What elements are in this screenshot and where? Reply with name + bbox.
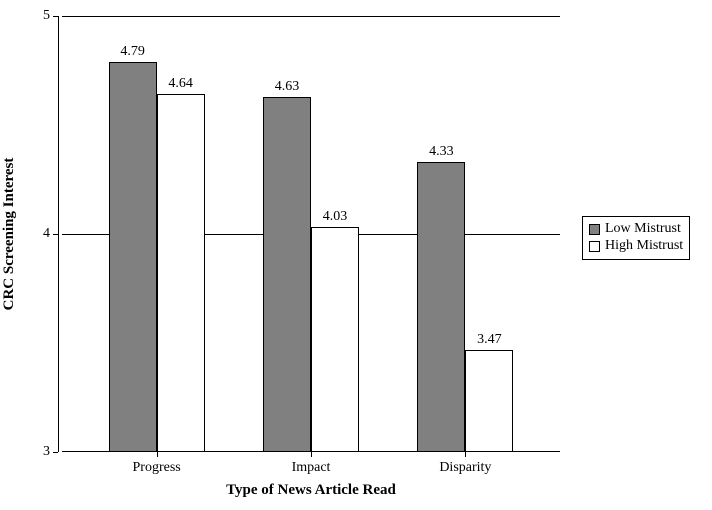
y-tick (53, 452, 58, 453)
bar-low-mistrust (263, 97, 311, 452)
x-tick-label: Disparity (439, 460, 491, 476)
y-tick-label: 5 (36, 8, 50, 24)
bar-high-mistrust (157, 94, 205, 452)
x-tick-label: Progress (132, 460, 180, 476)
y-tick-label: 4 (36, 226, 50, 242)
legend-swatch (589, 241, 600, 252)
bar-value-label: 3.47 (459, 332, 519, 348)
bar-value-label: 4.03 (305, 209, 365, 225)
legend-label: Low Mistrust (605, 221, 681, 238)
y-tick-label: 3 (36, 444, 50, 460)
x-axis-title: Type of News Article Read (226, 482, 396, 499)
bar-value-label: 4.79 (103, 44, 163, 60)
x-tick (311, 452, 312, 457)
legend-item-high-mistrust: High Mistrust (589, 238, 683, 255)
y-axis-title: CRC Screening Interest (1, 158, 18, 311)
y-tick (53, 234, 58, 235)
bar-value-label: 4.64 (151, 76, 211, 92)
y-axis-line (58, 16, 59, 452)
bar-high-mistrust (465, 350, 513, 452)
legend-swatch (589, 224, 600, 235)
legend-label: High Mistrust (605, 238, 683, 255)
legend-item-low-mistrust: Low Mistrust (589, 221, 683, 238)
bar-low-mistrust (109, 62, 157, 452)
y-tick (53, 16, 58, 17)
legend: Low Mistrust High Mistrust (582, 216, 690, 260)
bar-value-label: 4.33 (411, 144, 471, 160)
x-tick (157, 452, 158, 457)
x-tick (465, 452, 466, 457)
bar-value-label: 4.63 (257, 79, 317, 95)
chart-stage: 5 4 3 Progress Impact Disparity 4.79 4.6… (0, 0, 712, 510)
bar-low-mistrust (417, 162, 465, 452)
x-tick-label: Impact (292, 460, 331, 476)
bar-high-mistrust (311, 227, 359, 452)
